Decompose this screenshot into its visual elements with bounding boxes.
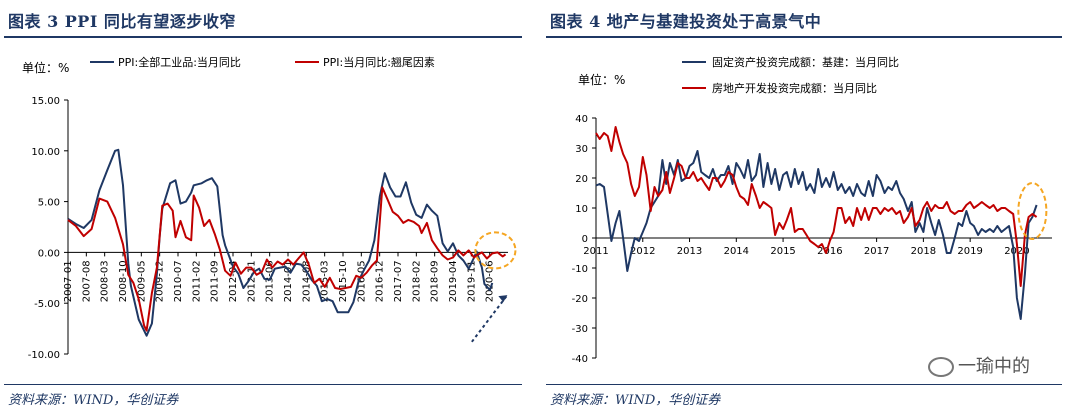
- right-legend: 固定资产投资完成额：基建：当月同比 房地产开发投资完成额：当月同比: [682, 55, 899, 95]
- left-title-rule: [4, 36, 522, 38]
- left-y-tick-label: -5.00: [34, 299, 60, 310]
- right-y-tick-label: -30: [572, 324, 588, 335]
- right-y-tick-label: 0: [582, 234, 588, 245]
- right-unit-label: 单位：%: [578, 72, 625, 87]
- left-footer-rule: [4, 384, 522, 385]
- left-y-tick-label: -10.00: [28, 350, 60, 361]
- left-y-tick-label: 5.00: [38, 198, 60, 209]
- left-x-tick-label: 2017-07: [393, 260, 404, 302]
- left-x-tick-label: 2016-12: [375, 260, 386, 302]
- left-x-tick-label: 2018-09: [430, 260, 441, 302]
- right-y-tick-label: 40: [575, 114, 588, 125]
- left-x-tick-label: 2015-03: [320, 260, 331, 302]
- right-x-tick-label: 2012: [630, 246, 655, 257]
- left-legend-label-1: PPI:全部工业品:当月同比: [118, 55, 241, 69]
- right-legend-label-1: 固定资产投资完成额：基建：当月同比: [712, 55, 899, 69]
- right-x-tick-label: 2015: [770, 246, 795, 257]
- left-unit-label: 单位：%: [22, 60, 69, 75]
- left-x-tick-label: 2007-08: [81, 260, 92, 302]
- left-x-tick-label: 2009-05: [136, 260, 147, 302]
- left-legend-label-2: PPI:当月同比:翘尾因素: [323, 55, 435, 69]
- right-source-note: 资料来源：WIND，华创证券: [550, 393, 721, 408]
- wechat-watermark: 一瑜中的: [928, 352, 1030, 378]
- right-x-tick-label: 2011: [583, 246, 608, 257]
- left-x-tick-label: 2009-12: [155, 260, 166, 302]
- right-y-tick-label: -20: [572, 294, 588, 305]
- left-x-tick-label: 2012-04: [228, 260, 239, 302]
- left-legend: PPI:全部工业品:当月同比 PPI:当月同比:翘尾因素: [90, 55, 435, 69]
- left-trend-arrow: [471, 294, 509, 343]
- left-x-tick-label: 2012-11: [246, 260, 257, 302]
- right-plot-area: 40 30 20 10 0 -10 -20 -30 -40 2011 2012 2013 2014 201…: [572, 114, 1052, 365]
- right-x-tick-label: 2019: [957, 246, 982, 257]
- watermark-text: 一瑜中的: [958, 356, 1030, 377]
- right-footer-rule: [546, 384, 1062, 385]
- left-series-carryover-line: [67, 186, 507, 332]
- right-highlight-ellipse: [1017, 182, 1048, 240]
- left-x-tick-label: 2015-10: [338, 260, 349, 302]
- left-series-ppi-line: [67, 148, 494, 337]
- left-x-tick-label: 2018-02: [411, 260, 422, 302]
- right-y-tick-label: -40: [572, 354, 588, 365]
- wechat-logo-icon: [928, 357, 954, 377]
- left-source-note: 资料来源：WIND，华创证券: [8, 393, 179, 408]
- right-figure: 图表 4 地产与基建投资处于高景气中 单位：% 固定资产投资完成额：基建：当月同…: [542, 0, 1068, 418]
- left-plot-area: 15.00 10.00 5.00 0.00 -5.00 -10.00 2007-01 2007…: [28, 96, 517, 361]
- left-x-tick-label: 2013-06: [265, 260, 276, 302]
- left-figure: 图表 3 PPI 同比有望逐步收窄 单位：% PPI:全部工业品:当月同比 PP…: [0, 0, 528, 418]
- left-x-tick-label: 2019-04: [448, 260, 459, 302]
- right-y-tick-label: 10: [575, 204, 588, 215]
- left-chart: 单位：% PPI:全部工业品:当月同比 PPI:当月同比:翘尾因素 15.001…: [22, 55, 517, 361]
- left-x-tick-label: 2008-03: [100, 260, 111, 302]
- left-x-tick-label: 2016-05: [356, 260, 367, 302]
- left-highlight-ellipse: [474, 231, 517, 270]
- left-x-tick-label: 2020-06: [485, 260, 496, 302]
- right-y-tick-label: 20: [575, 174, 588, 185]
- left-trend-arrowhead: [498, 295, 508, 303]
- right-x-tick-label: 2014: [724, 246, 749, 257]
- right-series-infrastructure-line: [595, 150, 1038, 320]
- right-legend-label-2: 房地产开发投资完成额：当月同比: [712, 81, 877, 95]
- right-y-tick-label: 30: [575, 144, 588, 155]
- left-y-tick-label: 0.00: [38, 248, 60, 259]
- left-x-tick-label: 2007-01: [63, 260, 74, 302]
- left-y-tick-label: 10.00: [31, 147, 60, 158]
- right-title-rule: [546, 36, 1062, 38]
- left-x-tick-label: 2019-11: [466, 260, 477, 302]
- left-x-tick-label: 2014-01: [283, 260, 294, 302]
- left-y-tick-label: 15.00: [31, 96, 60, 107]
- right-x-tick-label: 2016: [817, 246, 842, 257]
- left-x-tick-label: 2010-07: [173, 260, 184, 302]
- left-x-tick-label: 2008-10: [118, 260, 129, 302]
- left-x-tick-label: 2011-02: [191, 260, 202, 302]
- right-x-tick-label: 2017: [864, 246, 889, 257]
- right-chart: 单位：% 固定资产投资完成额：基建：当月同比 房地产开发投资完成额：当月同比 4…: [572, 55, 1052, 365]
- right-figure-title: 图表 4 地产与基建投资处于高景气中: [550, 12, 822, 31]
- left-figure-title: 图表 3 PPI 同比有望逐步收窄: [8, 12, 236, 31]
- right-series-real-estate-line: [595, 126, 1038, 287]
- left-x-tick-label: 2014-08: [301, 260, 312, 302]
- right-x-tick-label: 2013: [677, 246, 702, 257]
- left-x-tick-label: 2011-09: [210, 260, 221, 302]
- right-y-tick-label: -10: [572, 264, 588, 275]
- right-x-tick-label: 2018: [911, 246, 936, 257]
